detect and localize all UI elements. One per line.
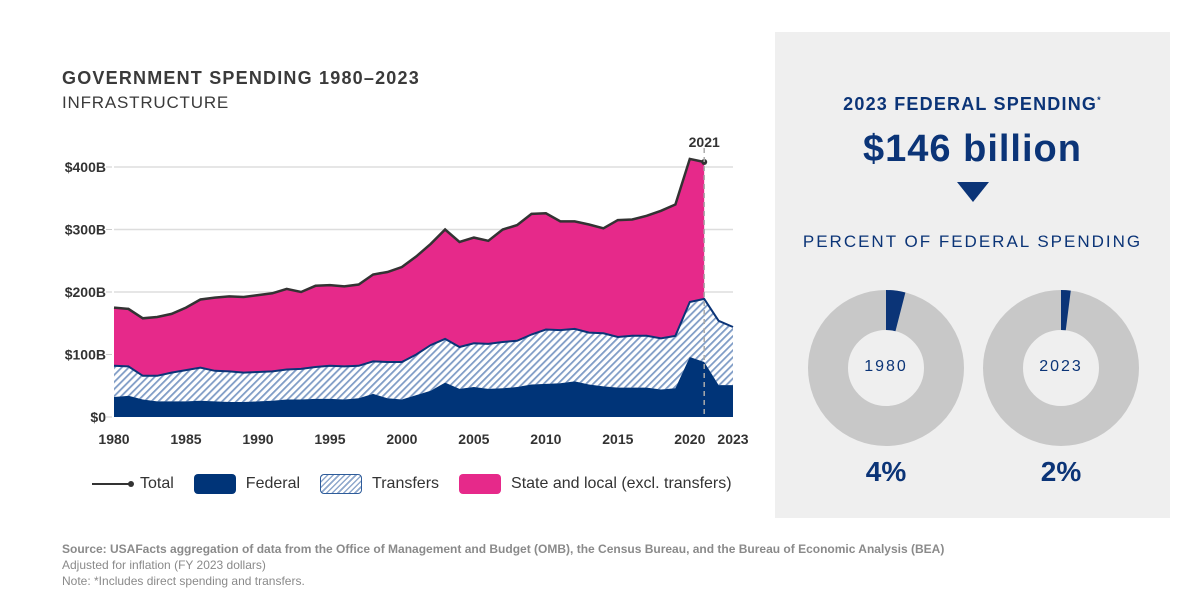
source-note: Source: USAFacts aggregation of data fro… [62, 542, 945, 556]
transfers-swatch [320, 474, 363, 494]
total-line [113, 157, 705, 320]
annotation-label: 2021 [689, 134, 720, 150]
donut-1980: 1980 4% [808, 290, 964, 488]
x-tick-label: 2005 [458, 431, 489, 447]
donut-chart-2023 [983, 290, 1139, 446]
chart-subtitle: INFRASTRUCTURE [62, 93, 230, 112]
footnote-mark: * [1097, 95, 1102, 105]
legend-label-transfers: Transfers [372, 475, 440, 492]
legend-item-total: Total [92, 475, 174, 493]
panel-heading-text: 2023 FEDERAL SPENDING [843, 94, 1098, 114]
chart-title: GOVERNMENT SPENDING 1980–2023 [62, 68, 420, 88]
x-tick-label: 1990 [242, 431, 273, 447]
inflation-note: Adjusted for inflation (FY 2023 dollars) [62, 558, 266, 572]
area-federal [114, 357, 733, 417]
y-tick-label: $100B [65, 347, 106, 363]
chart-legend: Total Federal Transfers State and local … [92, 474, 752, 494]
legend-label-state-local: State and local (excl. transfers) [511, 475, 732, 492]
y-tick-label: $0 [90, 409, 106, 425]
donut-chart-1980 [808, 290, 964, 446]
state-local-swatch [459, 474, 502, 494]
legend-label-total: Total [140, 475, 174, 492]
legend-label-federal: Federal [245, 475, 301, 492]
donut-2023: 2023 2% [983, 290, 1139, 488]
footnote: Note: *Includes direct spending and tran… [62, 574, 305, 588]
transfers-top-line [113, 297, 734, 377]
x-tick-label: 2010 [530, 431, 561, 447]
x-tick-label: 2015 [602, 431, 633, 447]
federal-spending-amount: $146 billion [863, 128, 1082, 170]
percent-heading: PERCENT OF FEDERAL SPENDING [802, 232, 1143, 251]
panel-heading: 2023 FEDERAL SPENDING* [775, 94, 1170, 115]
legend-item-federal: Federal [193, 474, 301, 494]
area-state-local [114, 158, 705, 376]
donut-year-label: 2023 [1039, 358, 1083, 375]
footer-notes: Source: USAFacts aggregation of data fro… [62, 541, 944, 589]
area-chart: $0 $100B $200B $300B $400B 1980 1985 1990 1995 2… [65, 134, 749, 447]
x-tick-label: 1995 [314, 431, 345, 447]
donut-percent: 2% [1040, 456, 1082, 487]
donut-percent: 4% [865, 456, 907, 487]
donut-slice-federal [886, 290, 906, 332]
x-tick-label: 2020 [674, 431, 705, 447]
donut-slice-federal [1061, 290, 1071, 331]
legend-item-state-local: State and local (excl. transfers) [459, 474, 732, 494]
x-tick-label: 2000 [386, 431, 417, 447]
y-tick-label: $300B [65, 222, 106, 238]
federal-spending-panel: 2023 FEDERAL SPENDING* $146 billion PERC… [775, 32, 1170, 518]
legend-item-transfers: Transfers [320, 474, 439, 494]
donut-year-label: 1980 [864, 358, 908, 375]
x-tick-label: 2023 [717, 431, 748, 447]
federal-swatch [193, 474, 236, 494]
y-tick-label: $400B [65, 159, 106, 175]
y-tick-label: $200B [65, 284, 106, 300]
total-line-swatch [92, 481, 134, 487]
x-tick-label: 1980 [98, 431, 129, 447]
x-tick-label: 1985 [170, 431, 201, 447]
down-triangle-icon [957, 182, 989, 202]
